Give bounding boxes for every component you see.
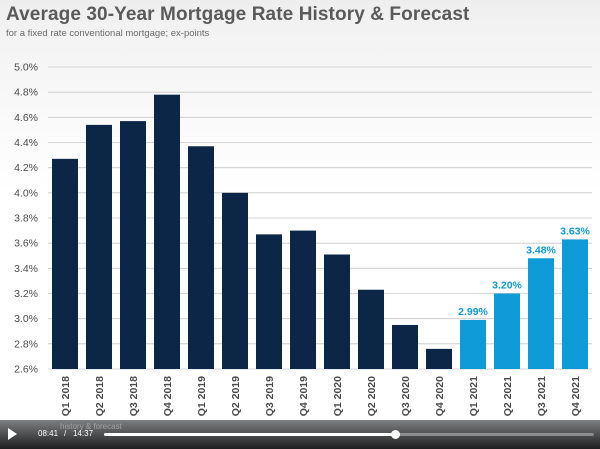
chart-title: Average 30-Year Mortgage Rate History & … bbox=[6, 4, 470, 25]
x-tick-label: Q1 2020 bbox=[332, 376, 344, 416]
data-label: 3.63% bbox=[560, 225, 590, 237]
x-tick-label: Q2 2018 bbox=[94, 376, 106, 416]
x-tick-label: Q1 2021 bbox=[468, 376, 480, 416]
x-tick-label: Q4 2021 bbox=[570, 376, 582, 416]
x-tick-label: Q1 2019 bbox=[196, 376, 208, 416]
y-tick-label: 4.6% bbox=[14, 112, 38, 124]
x-tick-label: Q2 2021 bbox=[502, 376, 514, 416]
y-tick-label: 4.0% bbox=[14, 187, 38, 199]
data-label: 3.48% bbox=[526, 244, 556, 256]
duration: 14:37 bbox=[73, 429, 94, 438]
x-tick-label: Q2 2020 bbox=[366, 376, 378, 416]
seek-bar-progress bbox=[104, 433, 396, 436]
x-tick-label: Q2 2019 bbox=[230, 376, 242, 416]
y-tick-label: 4.8% bbox=[14, 87, 38, 99]
y-tick-label: 4.2% bbox=[14, 162, 38, 174]
x-tick-label: Q4 2020 bbox=[434, 376, 446, 416]
bar bbox=[358, 289, 384, 369]
x-tick-label: Q4 2018 bbox=[162, 376, 174, 416]
x-tick-label: Q3 2021 bbox=[536, 376, 548, 416]
bar bbox=[222, 192, 248, 369]
bar bbox=[256, 234, 282, 369]
data-label: 3.20% bbox=[492, 280, 522, 292]
bar bbox=[52, 158, 78, 369]
y-tick-label: 3.8% bbox=[14, 213, 38, 225]
video-player-bar: history & forecast 08:41 / 14:37 bbox=[0, 420, 600, 449]
bar bbox=[154, 94, 180, 369]
y-tick-label: 5.0% bbox=[14, 62, 38, 74]
data-label: 2.99% bbox=[458, 306, 488, 318]
bar bbox=[460, 319, 486, 369]
y-tick-label: 3.0% bbox=[14, 313, 38, 325]
slide: Average 30-Year Mortgage Rate History & … bbox=[0, 0, 600, 424]
bar bbox=[494, 293, 520, 369]
y-tick-label: 3.6% bbox=[14, 238, 38, 250]
y-tick-label: 4.4% bbox=[14, 137, 38, 149]
bar-chart: 2.6% 2.8% 3.0% 3.2% 3.4% 3.6% 3.8% 4.0% 4.2% 4.4%… bbox=[14, 62, 592, 416]
chart-subtitle: for a fixed rate conventional mortgage; … bbox=[6, 28, 210, 39]
seek-bar[interactable] bbox=[104, 430, 594, 439]
bar bbox=[392, 324, 418, 369]
x-tick-label: Q3 2018 bbox=[128, 376, 140, 416]
bar bbox=[86, 124, 112, 369]
player-caption: history & forecast bbox=[60, 422, 122, 431]
x-tick-label: Q3 2019 bbox=[264, 376, 276, 416]
bar bbox=[426, 348, 452, 369]
bar bbox=[188, 146, 214, 369]
y-tick-label: 3.4% bbox=[14, 263, 38, 275]
y-tick-label: 2.6% bbox=[14, 364, 38, 376]
bar bbox=[290, 230, 316, 369]
seek-handle[interactable] bbox=[391, 430, 401, 439]
bar bbox=[562, 239, 588, 369]
y-tick-label: 2.8% bbox=[14, 338, 38, 350]
x-tick-label: Q1 2018 bbox=[60, 376, 72, 416]
time-separator: / bbox=[64, 429, 67, 438]
current-time: 08:41 bbox=[38, 429, 59, 438]
play-icon[interactable] bbox=[8, 428, 17, 440]
bar bbox=[528, 258, 554, 369]
bar bbox=[324, 254, 350, 369]
y-tick-label: 3.2% bbox=[14, 288, 38, 300]
x-tick-label: Q3 2020 bbox=[400, 376, 412, 416]
x-tick-label: Q4 2019 bbox=[298, 376, 310, 416]
bar bbox=[120, 121, 146, 369]
